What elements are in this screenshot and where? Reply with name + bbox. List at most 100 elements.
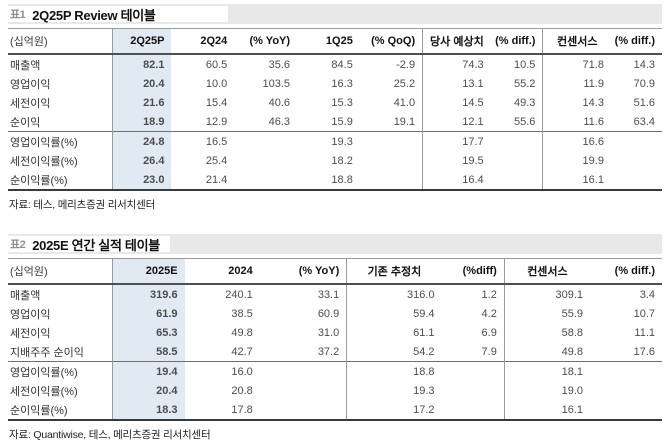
header-row: (십억원) 2Q25P 2Q24 (% YoY) 1Q25 (% QoQ) 당사 예상치 (%… — [8, 28, 662, 55]
cell: 19.0 — [503, 381, 591, 400]
cell: 13.1 — [422, 74, 491, 93]
cell: 55.6 — [514, 115, 536, 128]
cell: 42.7 — [231, 345, 253, 358]
table-row: 영업이익 61.9 38.5 60.9 59.4 4.2 55.9 10.7 — [8, 304, 662, 323]
column-header: 2024 — [184, 258, 260, 285]
cell: 25.2 — [393, 77, 416, 90]
column-header: (%diff) — [441, 258, 505, 285]
row-label: 매출액 — [10, 289, 41, 302]
column-header: 기존 추정치 — [346, 258, 442, 285]
cell: 59.4 — [346, 304, 442, 323]
cell: 18.8 — [346, 361, 442, 381]
cell: 20.8 — [231, 384, 253, 397]
cell: 58.8 — [503, 323, 591, 342]
cell — [259, 400, 347, 421]
cell: 319.6 — [112, 284, 185, 304]
row-label: 세전이익 — [10, 97, 51, 110]
cell: 3.4 — [639, 288, 655, 301]
cell: 16.6 — [542, 131, 611, 151]
row-label: 매출액 — [10, 59, 41, 72]
cell — [490, 131, 543, 151]
cell: 19.9 — [542, 151, 611, 170]
cell: 103.5 — [262, 77, 291, 90]
cell: 17.6 — [633, 345, 655, 358]
cell: 61.1 — [346, 323, 442, 342]
unit-label: (십억원) — [8, 258, 113, 285]
column-header: (% diff.) — [490, 28, 543, 55]
cell: 31.0 — [317, 326, 340, 339]
table-row: 영업이익 20.4 10.0 103.5 16.3 25.2 13.1 55.2 11.9 70.… — [8, 74, 662, 93]
cell — [234, 170, 298, 191]
cell: 17.2 — [346, 400, 442, 421]
cell: 41.0 — [393, 96, 416, 109]
cell: 84.5 — [331, 58, 353, 71]
table1-title-band: 표1 2Q25P Review 테이블 — [8, 4, 662, 24]
cell: 20.4 — [112, 74, 172, 93]
cell: 58.5 — [112, 342, 185, 362]
cell: 15.9 — [331, 115, 353, 128]
table-row: 세전이익 21.6 15.4 40.6 15.3 41.0 14.5 49.3 14.3 51.6 — [8, 93, 662, 112]
table-row: 순이익률(%) 23.0 21.4 18.8 16.4 16.1 — [8, 170, 662, 191]
quarter-review-table: (십억원) 2Q25P 2Q24 (% YoY) 1Q25 (% QoQ) 당사 예상치 (%… — [8, 28, 662, 191]
table-row: 세전이익률(%) 26.4 25.4 18.2 19.5 19.9 — [8, 151, 662, 170]
cell: 51.6 — [633, 96, 655, 109]
cell: 10.5 — [514, 58, 536, 71]
column-header: 2Q25P — [112, 28, 172, 55]
cell: 19.5 — [422, 151, 491, 170]
cell: 18.8 — [297, 170, 360, 191]
cell — [441, 400, 505, 421]
cell — [610, 131, 662, 151]
cell: 15.4 — [205, 96, 228, 109]
cell: 11.1 — [634, 326, 655, 339]
table-row: 세전이익률(%) 20.4 20.8 19.3 19.0 — [8, 381, 662, 400]
cell: 240.1 — [225, 288, 253, 301]
cell: 60.9 — [317, 307, 340, 320]
table-row: 순이익 18.9 12.9 46.3 15.9 19.1 12.1 55.6 11.6 63.4 — [8, 112, 662, 132]
cell: 18.2 — [331, 154, 353, 167]
row-label: 영업이익 — [10, 308, 51, 321]
cell: 17.7 — [422, 131, 491, 151]
cell: 63.4 — [633, 115, 655, 128]
cell — [491, 151, 543, 170]
cell — [259, 361, 347, 381]
cell: 12.9 — [205, 115, 228, 128]
cell: 14.3 — [633, 58, 655, 71]
column-header: 1Q25 — [297, 28, 360, 55]
row-label: 세전이익 — [10, 327, 51, 340]
cell: 6.9 — [481, 326, 497, 339]
table-row: 순이익률(%) 18.3 17.8 17.2 16.1 — [8, 400, 662, 421]
table-row: 지배주주 순이익 58.5 42.7 37.2 54.2 7.9 49.8 17.6 — [8, 342, 662, 362]
row-label: 순이익률(%) — [8, 400, 113, 421]
table1-title-text: 2Q25P Review 테이블 — [32, 7, 156, 23]
cell: 71.8 — [542, 54, 611, 74]
cell: 18.3 — [112, 400, 185, 421]
column-header: (% diff.) — [590, 258, 662, 285]
row-label: 세전이익률(%) — [10, 385, 78, 398]
table2-title-band: 표2 2025E 연간 실적 테이블 — [8, 234, 662, 254]
cell: 11.9 — [542, 74, 611, 93]
cell: 316.0 — [346, 284, 442, 304]
cell: 19.4 — [112, 361, 185, 381]
cell: 10.7 — [633, 307, 655, 320]
table-row: 영업이익률(%) 24.8 16.5 19.3 17.7 16.6 — [8, 131, 662, 151]
cell: 19.1 — [393, 115, 416, 128]
column-header: 당사 예상치 — [422, 28, 491, 55]
cell: 60.5 — [205, 58, 228, 71]
cell: 24.8 — [112, 131, 172, 151]
row-label: 영업이익률(%) — [8, 131, 113, 151]
cell: 16.0 — [184, 361, 260, 381]
table2-tag: 표2 — [10, 239, 26, 251]
cell: 14.3 — [542, 93, 611, 112]
cell: 21.6 — [112, 93, 172, 112]
cell: 55.9 — [503, 304, 591, 323]
table1-tag: 표1 — [10, 9, 26, 21]
cell: 16.3 — [331, 77, 353, 90]
row-label: 영업이익률(%) — [8, 361, 113, 381]
cell: 25.4 — [205, 154, 228, 167]
cell: 35.6 — [268, 58, 291, 71]
cell: 309.1 — [503, 284, 591, 304]
cell — [590, 400, 662, 421]
cell: 18.9 — [112, 112, 172, 132]
cell: 21.4 — [171, 170, 235, 191]
row-label: 세전이익률(%) — [10, 155, 78, 168]
